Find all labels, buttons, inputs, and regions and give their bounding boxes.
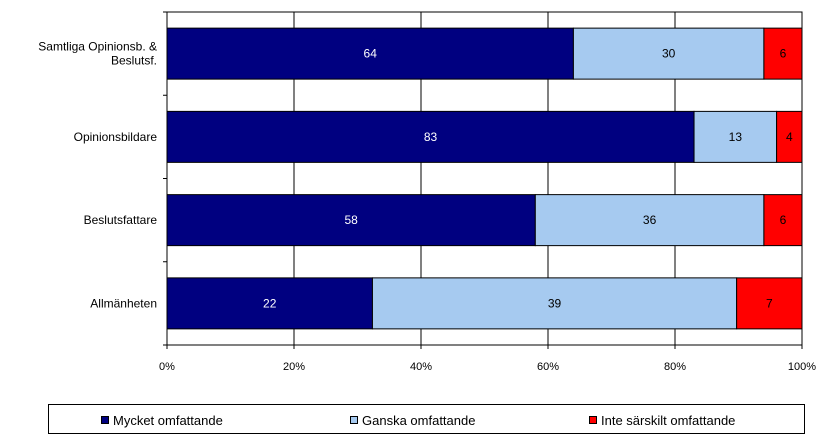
bar-segment [693,110,778,163]
category-label: Samtliga Opinionsb. & [38,40,157,54]
bar-segment [776,110,803,163]
data-label: 6 [780,47,787,61]
x-tick-label: 20% [283,361,305,373]
legend-label-inte: Inte särskilt omfattande [601,412,736,428]
bar-segment [534,194,765,247]
bar-segment [371,277,738,330]
category-label: Beslutsf. [111,54,157,68]
category-label: Beslutsfattare [84,213,158,227]
bar-segment [166,110,695,163]
bar-segment [763,27,803,80]
data-label: 39 [548,296,562,310]
category-label: Opinionsbildare [74,130,158,144]
data-label: 36 [643,213,657,227]
data-label: 83 [424,130,438,144]
data-label: 58 [344,213,358,227]
chart-legend: Mycket omfattande Ganska omfattande Inte… [48,404,805,434]
data-label: 7 [766,296,773,310]
x-tick-label: 100% [788,361,816,373]
x-tick-label: 0% [159,361,175,373]
category-label: Allmänheten [90,296,157,310]
data-label: 4 [786,130,793,144]
bar-segment [166,194,536,247]
legend-swatch-ganska [350,416,358,424]
data-label: 13 [729,130,743,144]
legend-item-ganska: Ganska omfattande [350,412,476,428]
legend-swatch-inte [589,416,597,424]
legend-item-mycket: Mycket omfattande [101,412,223,428]
x-tick-label: 60% [537,361,559,373]
legend-label-mycket: Mycket omfattande [113,412,223,428]
data-label: 64 [364,47,378,61]
legend-swatch-mycket [101,416,109,424]
x-tick-label: 40% [410,361,432,373]
data-label: 30 [662,47,676,61]
data-label: 6 [780,213,787,227]
bar-segment [736,277,803,330]
bar-segment [763,194,803,247]
x-tick-label: 80% [664,361,686,373]
legend-label-ganska: Ganska omfattande [362,412,476,428]
bar-segment [166,277,373,330]
data-label: 22 [263,296,277,310]
legend-item-inte: Inte särskilt omfattande [589,412,736,428]
bar-segment [572,27,765,80]
